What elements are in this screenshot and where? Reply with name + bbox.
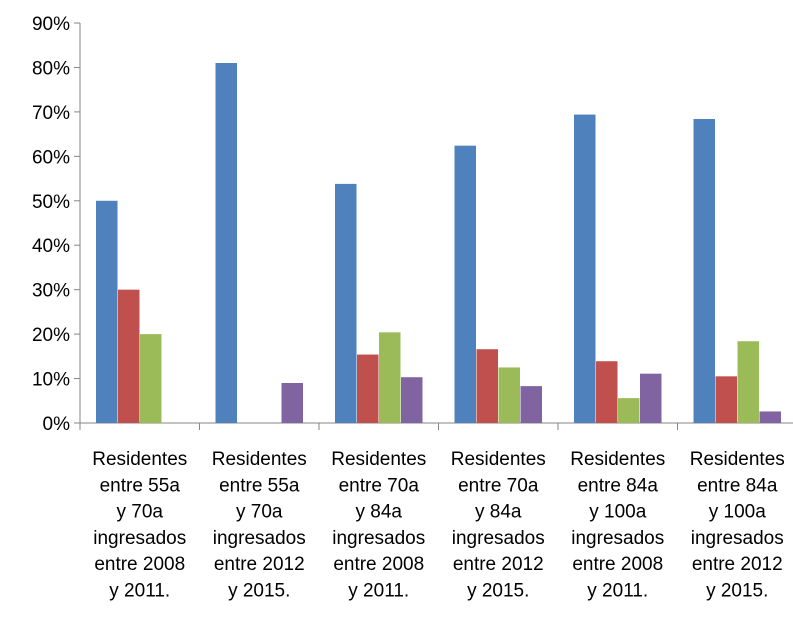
x-tick-label: entre 2012: [453, 554, 544, 575]
bar-series-3: [140, 334, 162, 423]
bar-series-1: [454, 145, 476, 423]
bar-series-4: [759, 411, 781, 423]
x-tick-label: ingresados: [213, 528, 306, 549]
y-tick-label: 10%: [32, 370, 70, 391]
x-tick-label: ingresados: [332, 528, 425, 549]
bar-series-1: [335, 183, 357, 423]
y-tick-label: 0%: [43, 414, 71, 435]
bar-series-2: [118, 289, 140, 423]
bar-series-3: [737, 341, 759, 423]
x-tick-label: Residentes: [331, 449, 426, 470]
x-tick-label: y 2015.: [706, 581, 768, 602]
x-tick-label: ingresados: [691, 528, 784, 549]
y-tick-label: 30%: [32, 281, 70, 302]
bar-series-2: [476, 349, 498, 423]
x-tick-label: entre 55a: [219, 475, 300, 496]
x-tick-label: y 100a: [709, 502, 766, 523]
bar-series-3: [498, 367, 520, 423]
x-tick-label: ingresados: [571, 528, 664, 549]
x-tick-label: y 2011.: [587, 581, 648, 602]
x-tick-label: entre 55a: [100, 475, 181, 496]
y-tick-label: 90%: [32, 14, 70, 35]
x-tick-label: y 84a: [475, 502, 522, 523]
x-tick-label: Residentes: [690, 449, 785, 470]
x-tick-label: entre 84a: [697, 475, 778, 496]
y-tick-label: 80%: [32, 58, 70, 79]
y-tick-label: 40%: [32, 236, 70, 257]
x-tick-label: y 2011.: [109, 581, 170, 602]
bar-series-3: [618, 398, 640, 423]
x-tick-label: ingresados: [452, 528, 545, 549]
x-tick-label: y 2011.: [348, 581, 409, 602]
bar-series-1: [96, 200, 118, 423]
x-tick-label: y 70a: [236, 502, 283, 523]
bar-series-2: [715, 376, 737, 423]
x-tick-label: entre 84a: [578, 475, 659, 496]
y-tick-label: 50%: [32, 192, 70, 213]
x-tick-label: y 84a: [356, 502, 403, 523]
x-tick-label: entre 2008: [94, 554, 185, 575]
y-tick-label: 60%: [32, 147, 70, 168]
x-tick-label: Residentes: [451, 449, 546, 470]
x-tick-label: Residentes: [570, 449, 665, 470]
y-tick-label: 20%: [32, 325, 70, 346]
x-tick-label: y 100a: [589, 502, 646, 523]
x-tick-label: entre 2012: [214, 554, 305, 575]
x-tick-label: entre 70a: [458, 475, 539, 496]
x-tick-label: entre 2008: [572, 554, 663, 575]
bar-series-1: [215, 63, 237, 423]
x-tick-label: entre 2008: [333, 554, 424, 575]
x-tick-label: y 2015.: [467, 581, 529, 602]
bar-series-1: [574, 114, 596, 424]
x-tick-label: entre 2012: [692, 554, 783, 575]
x-tick-label: Residentes: [92, 449, 187, 470]
x-tick-label: entre 70a: [339, 475, 420, 496]
x-tick-label: Residentes: [212, 449, 307, 470]
bar-series-4: [401, 377, 423, 423]
bar-series-4: [281, 383, 303, 423]
x-tick-label: ingresados: [93, 528, 186, 549]
bar-series-4: [640, 373, 662, 423]
bar-series-1: [693, 119, 715, 423]
bar-series-2: [357, 354, 379, 423]
bar-series-2: [596, 361, 618, 423]
bar-series-3: [379, 332, 401, 423]
x-tick-label: y 70a: [117, 502, 164, 523]
bar-series-4: [520, 386, 542, 423]
y-tick-label: 70%: [32, 103, 70, 124]
x-tick-label: y 2015.: [228, 581, 290, 602]
